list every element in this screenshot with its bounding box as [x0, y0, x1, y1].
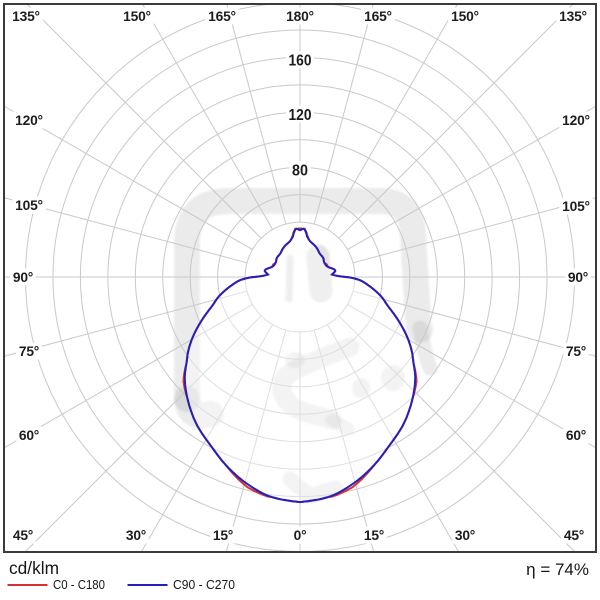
- svg-text:105°: 105°: [15, 198, 43, 213]
- svg-text:105°: 105°: [562, 199, 590, 214]
- svg-text:15°: 15°: [213, 528, 233, 543]
- svg-text:80: 80: [292, 163, 308, 180]
- svg-text:90°: 90°: [568, 270, 588, 285]
- svg-text:165°: 165°: [364, 9, 392, 24]
- svg-text:180°: 180°: [286, 9, 314, 24]
- svg-text:75°: 75°: [566, 344, 586, 359]
- svg-text:150°: 150°: [451, 9, 479, 24]
- svg-text:135°: 135°: [12, 9, 40, 24]
- svg-text:45°: 45°: [564, 528, 584, 543]
- svg-text:160: 160: [289, 53, 312, 70]
- svg-text:150°: 150°: [123, 9, 151, 24]
- svg-text:90°: 90°: [13, 270, 33, 285]
- svg-text:30°: 30°: [455, 528, 475, 543]
- svg-text:η = 74%: η = 74%: [526, 560, 589, 579]
- svg-text:60°: 60°: [19, 428, 39, 443]
- svg-text:75°: 75°: [19, 344, 39, 359]
- svg-text:30°: 30°: [126, 528, 146, 543]
- svg-text:0°: 0°: [294, 528, 307, 543]
- svg-text:120°: 120°: [15, 113, 43, 128]
- svg-text:135°: 135°: [559, 9, 587, 24]
- svg-text:120: 120: [289, 107, 312, 124]
- svg-text:60°: 60°: [566, 428, 586, 443]
- svg-text:45°: 45°: [13, 528, 33, 543]
- svg-text:cd/klm: cd/klm: [9, 558, 59, 578]
- svg-text:C0 - C180: C0 - C180: [53, 577, 105, 592]
- svg-text:120°: 120°: [562, 113, 590, 128]
- svg-text:15°: 15°: [364, 528, 384, 543]
- svg-text:165°: 165°: [208, 9, 236, 24]
- svg-text:C90 - C270: C90 - C270: [173, 577, 235, 592]
